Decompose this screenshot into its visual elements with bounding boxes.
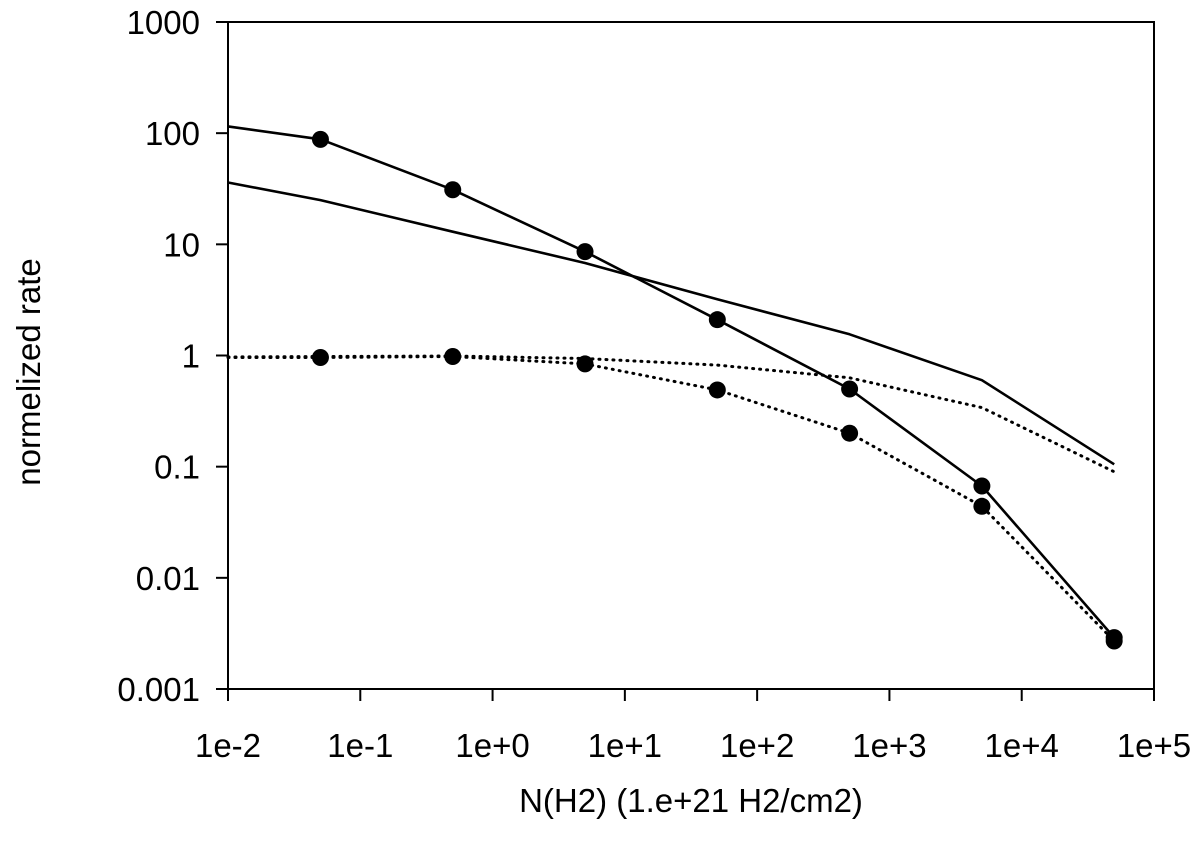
y-tick-label: 1000 [127, 4, 200, 41]
data-point [841, 380, 859, 398]
series-1 [227, 125, 1123, 647]
data-point [708, 311, 726, 329]
y-tick-label: 0.1 [154, 449, 200, 486]
x-tick-label: 1e+5 [1117, 727, 1191, 764]
y-tick-label: 100 [145, 115, 200, 152]
x-tick-label: 1e+3 [852, 727, 926, 764]
x-tick-label: 1e-2 [195, 727, 261, 764]
data-point [311, 130, 329, 148]
data-point [576, 243, 594, 261]
data-point [708, 381, 726, 399]
data-point [973, 497, 991, 515]
series-4 [226, 354, 1116, 474]
data-point [973, 477, 991, 495]
series-line [227, 125, 1116, 639]
series-line [226, 355, 1116, 643]
data-point [576, 355, 594, 373]
x-tick-label: 1e+2 [720, 727, 794, 764]
y-tick-label: 0.001 [117, 671, 200, 708]
data-point [841, 424, 859, 442]
series-line [226, 354, 1116, 474]
series-2 [227, 181, 1115, 466]
x-tick-label: 1e+4 [985, 727, 1059, 764]
x-tick-label: 1e+1 [588, 727, 662, 764]
y-axis-title: normelized rate [10, 258, 47, 485]
x-axis-title: N(H2) (1.e+21 H2/cm2) [519, 782, 863, 819]
x-tick-label: 1e+0 [455, 727, 529, 764]
y-tick-label: 0.01 [136, 560, 200, 597]
data-point [444, 181, 462, 199]
y-tick-label: 10 [163, 226, 200, 263]
data-point [1105, 632, 1123, 650]
y-tick-label: 1 [182, 338, 200, 375]
series-line [227, 181, 1115, 466]
x-tick-label: 1e-1 [327, 727, 393, 764]
